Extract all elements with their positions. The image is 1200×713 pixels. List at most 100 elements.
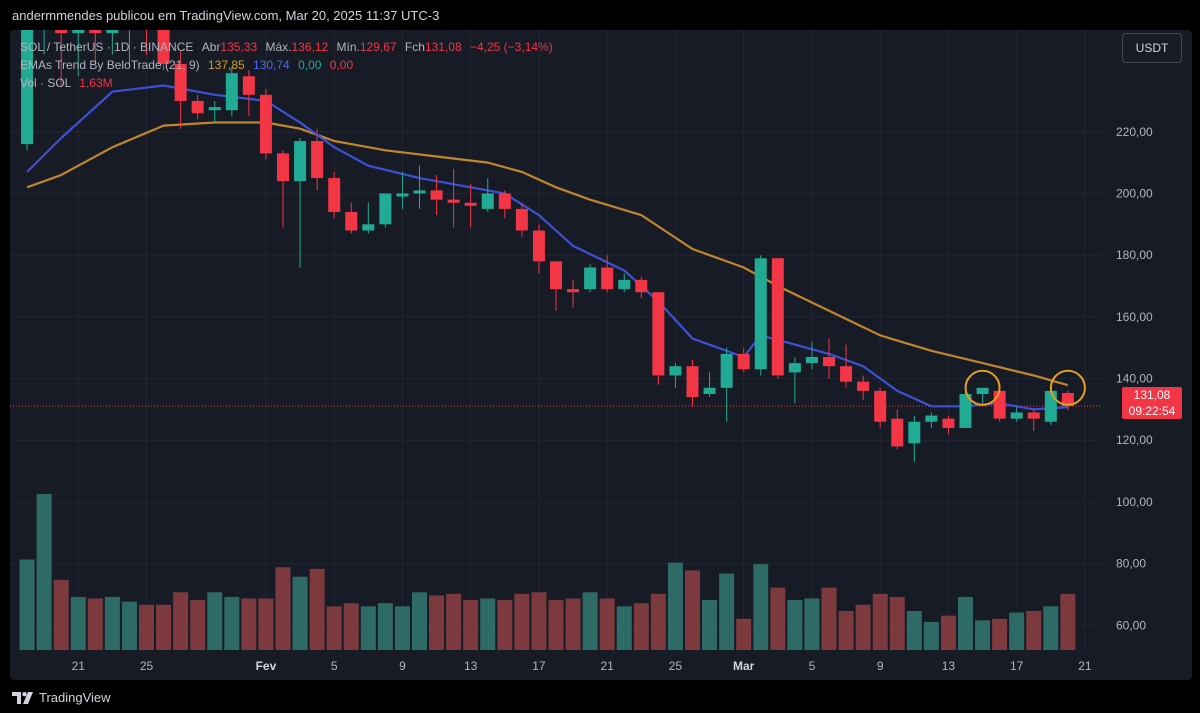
symbol-label[interactable]: SOL / TetherUS · 1D · BINANCE bbox=[20, 40, 194, 54]
y-tick-label: 140,00 bbox=[1116, 372, 1153, 386]
x-axis: 21 25 Fev 5 9 13 17 21 25 Mar 5 9 13 17 21 bbox=[72, 659, 1092, 673]
volume-bar bbox=[753, 564, 769, 650]
candle-body bbox=[584, 267, 597, 290]
candle-body bbox=[788, 363, 801, 373]
candle-body bbox=[430, 190, 443, 200]
y-axis: 60,00 80,00 100,00 120,00 140,00 160,00 180,00… bbox=[1116, 125, 1153, 633]
ema-indicator-name[interactable]: EMAs Trend By BeloTrade (21, 9) bbox=[20, 58, 200, 72]
candle-body bbox=[89, 30, 102, 34]
candle-body bbox=[669, 366, 682, 376]
candle-body bbox=[601, 267, 614, 290]
volume-indicator-name[interactable]: Vol · SOL bbox=[20, 76, 71, 90]
volume-bar bbox=[1009, 612, 1025, 650]
volume-bar bbox=[787, 600, 803, 650]
volume-bar bbox=[514, 593, 530, 650]
bottom-bar: TradingView bbox=[0, 680, 1200, 713]
currency-button[interactable]: USDT bbox=[1122, 33, 1182, 63]
legend-volume-row: Vol · SOL 1,63M bbox=[20, 74, 553, 92]
candle-body bbox=[72, 30, 85, 34]
ema-slow-value: 137,85 bbox=[207, 58, 245, 72]
volume-bar bbox=[104, 596, 120, 650]
candle-body bbox=[464, 202, 477, 206]
volume-bar bbox=[719, 573, 735, 650]
chart-panel[interactable]: 60,00 80,00 100,00 120,00 140,00 160,00 180,00… bbox=[10, 30, 1192, 680]
candle-body bbox=[891, 418, 904, 447]
y-tick-label: 220,00 bbox=[1116, 125, 1153, 139]
x-tick-label: 13 bbox=[942, 659, 956, 673]
candle-body bbox=[686, 366, 699, 398]
annotations bbox=[964, 369, 1086, 406]
volume-bar bbox=[958, 596, 973, 650]
candle-body bbox=[174, 63, 187, 101]
volume-bar bbox=[394, 606, 410, 650]
candle-body bbox=[277, 153, 289, 182]
grid bbox=[10, 30, 1102, 650]
candle-body bbox=[379, 193, 392, 225]
volume-bar bbox=[412, 592, 427, 650]
volume-bar bbox=[906, 611, 922, 650]
y-tick-label: 160,00 bbox=[1116, 310, 1153, 324]
price-chart[interactable]: 60,00 80,00 100,00 120,00 140,00 160,00 180,00… bbox=[10, 30, 1192, 680]
x-tick-label: 17 bbox=[532, 659, 546, 673]
volume-bar bbox=[889, 596, 905, 650]
volume-bar bbox=[173, 592, 189, 650]
ema-v4-value: 0,00 bbox=[329, 58, 354, 72]
volume-value: 1,63M bbox=[79, 76, 113, 90]
volume-bar bbox=[309, 568, 325, 650]
volume-bar bbox=[139, 604, 154, 650]
top-bar: andermmendes publicou em TradingView.com… bbox=[0, 0, 1200, 30]
volume-bar bbox=[121, 601, 137, 650]
candle-body bbox=[550, 261, 562, 290]
volume-bar bbox=[1060, 593, 1076, 650]
y-tick-label: 120,00 bbox=[1116, 433, 1153, 447]
y-tick-label: 80,00 bbox=[1116, 557, 1146, 571]
volume-bar bbox=[360, 606, 376, 650]
volume-bar bbox=[685, 570, 700, 650]
candle-body bbox=[908, 421, 921, 444]
volume-bar bbox=[19, 559, 35, 650]
open-label: Abr bbox=[201, 40, 221, 54]
tradingview-logo[interactable]: TradingView bbox=[12, 690, 111, 705]
volume-bar bbox=[531, 592, 547, 650]
volume-bar bbox=[1026, 611, 1042, 650]
legend: SOL / TetherUS · 1D · BINANCE Abr135,33 … bbox=[20, 38, 553, 92]
volume-bar bbox=[292, 576, 308, 650]
candle-body bbox=[840, 366, 853, 382]
volume-bar bbox=[992, 618, 1008, 650]
volume-bar bbox=[821, 587, 837, 650]
volume-bar bbox=[616, 606, 632, 650]
volume-bar bbox=[599, 598, 615, 650]
x-tick-label: 9 bbox=[877, 659, 884, 673]
candle-body bbox=[413, 190, 426, 194]
ema-slow-line bbox=[26, 121, 1069, 387]
volume-bar bbox=[582, 592, 598, 650]
candle-body bbox=[874, 390, 887, 422]
legend-ema-row: EMAs Trend By BeloTrade (21, 9) 137,85 1… bbox=[20, 56, 553, 74]
candle-body bbox=[959, 393, 972, 428]
volume-bar bbox=[770, 587, 786, 650]
volume-bar bbox=[326, 606, 342, 650]
volume-bar bbox=[838, 611, 854, 650]
volume-bar bbox=[224, 596, 240, 650]
candle-body bbox=[976, 387, 989, 394]
candle-body bbox=[1010, 412, 1023, 419]
volume-bar bbox=[548, 600, 564, 650]
candle-body bbox=[805, 356, 818, 364]
ema-fast-value: 130,74 bbox=[253, 58, 290, 72]
candle-body bbox=[703, 387, 716, 394]
volume-bar bbox=[190, 600, 206, 650]
x-tick-label: Mar bbox=[733, 659, 755, 673]
candle-body bbox=[720, 353, 733, 388]
candle-body bbox=[515, 208, 528, 231]
ema-v3-value: 0,00 bbox=[298, 58, 322, 72]
candle-body bbox=[191, 100, 204, 114]
volume-bar bbox=[855, 604, 871, 650]
volume-bar bbox=[343, 603, 359, 650]
low-value: 129,67 bbox=[359, 40, 397, 54]
volume-bar bbox=[207, 592, 223, 650]
volume-bar bbox=[633, 603, 649, 650]
x-tick-label: 21 bbox=[72, 659, 86, 673]
candle-body bbox=[1044, 390, 1057, 422]
annotation-circle bbox=[1049, 369, 1086, 406]
volume-bar bbox=[446, 593, 462, 650]
